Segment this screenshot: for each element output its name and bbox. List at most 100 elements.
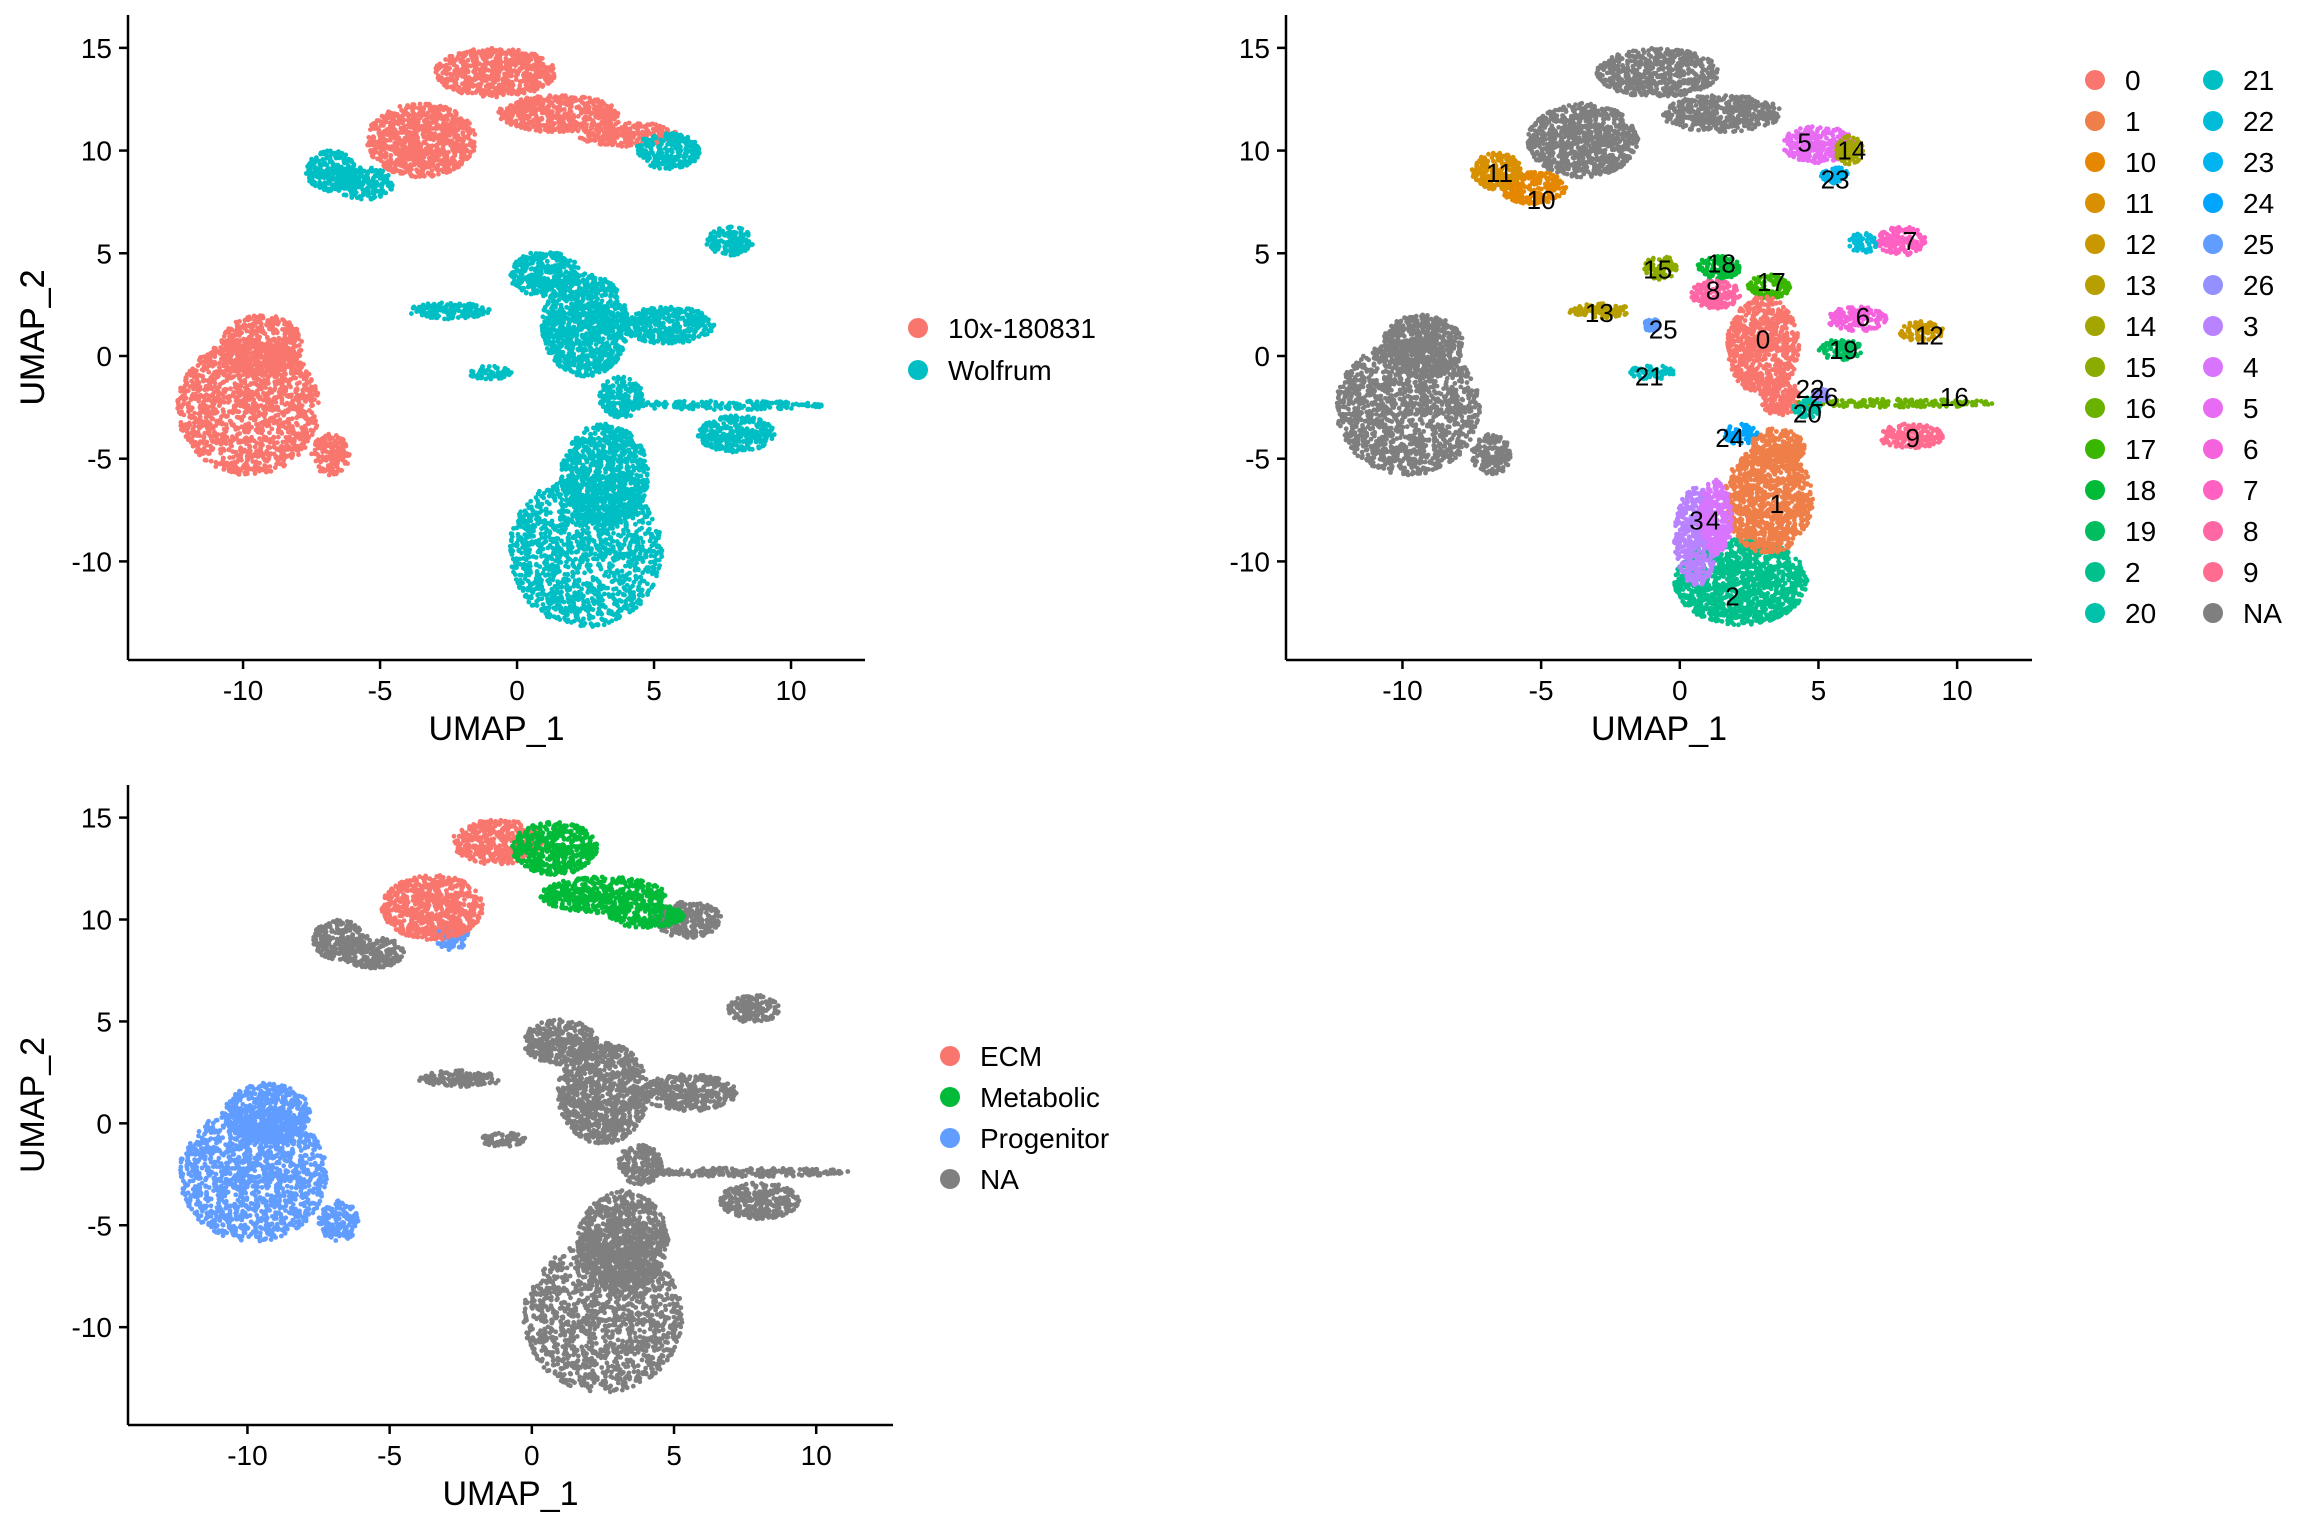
data-point (545, 66, 551, 72)
data-point (284, 364, 289, 370)
data-point (265, 318, 271, 323)
data-point (471, 48, 476, 54)
data-point (534, 55, 540, 61)
data-point (275, 434, 281, 440)
data-point (480, 55, 486, 60)
data-point (301, 413, 307, 419)
data-point (278, 429, 284, 435)
data-point (586, 116, 591, 122)
data-point (367, 183, 373, 189)
data-point (296, 343, 302, 348)
data-point (319, 466, 324, 472)
data-point (230, 350, 235, 355)
data-point (262, 456, 267, 462)
data-point (445, 76, 450, 82)
data-point (303, 376, 308, 382)
data-point (265, 444, 271, 450)
data-point (400, 159, 406, 165)
data-point (443, 105, 449, 110)
data-point (421, 106, 427, 112)
data-point (385, 173, 391, 178)
data-point (519, 64, 525, 70)
data-point (464, 118, 470, 124)
data-point (694, 143, 700, 149)
data-point (436, 73, 441, 79)
data-point (614, 132, 619, 138)
data-point (280, 439, 286, 445)
data-point (547, 79, 552, 85)
data-point (279, 395, 285, 401)
data-point (238, 324, 244, 330)
data-point (676, 154, 682, 160)
data-point (518, 123, 524, 129)
data-point (237, 374, 243, 379)
data-point (205, 397, 210, 403)
data-point (290, 398, 295, 404)
data-point (474, 88, 480, 93)
data-point (469, 90, 475, 96)
data-point (242, 377, 248, 383)
scatter-points (175, 45, 824, 629)
data-point (257, 367, 262, 372)
data-point (237, 357, 242, 363)
data-point (212, 380, 218, 386)
data-point (683, 146, 688, 152)
data-point (226, 394, 231, 400)
data-point (381, 160, 387, 166)
data-point (192, 423, 198, 429)
data-point (333, 154, 338, 160)
data-point (505, 111, 511, 117)
data-point (283, 385, 289, 391)
data-point (386, 161, 392, 167)
data-point (414, 160, 419, 166)
data-point (655, 153, 660, 158)
data-point (254, 440, 260, 446)
data-point (204, 366, 210, 371)
data-point (233, 467, 239, 473)
data-point (228, 386, 233, 392)
data-point (459, 148, 465, 154)
data-point (669, 163, 675, 169)
data-point (254, 414, 260, 419)
data-point (342, 172, 348, 178)
data-point (546, 103, 552, 109)
data-point (427, 136, 433, 142)
data-point (476, 49, 482, 55)
data-point (490, 47, 496, 53)
data-point (500, 79, 506, 84)
data-point (257, 447, 262, 452)
data-point (687, 157, 693, 163)
data-point (250, 354, 256, 360)
data-point (187, 414, 193, 420)
data-point (227, 455, 233, 460)
data-point (436, 171, 441, 177)
data-point (234, 459, 240, 465)
data-point (250, 404, 256, 409)
data-point (643, 136, 649, 142)
data-point (175, 405, 181, 411)
data-point (263, 350, 269, 356)
data-point (659, 128, 665, 133)
data-point (391, 126, 397, 131)
data-point (409, 144, 414, 150)
data-point (245, 354, 250, 359)
data-point (359, 170, 364, 176)
data-point (258, 329, 264, 334)
data-point (396, 158, 401, 164)
data-point (462, 50, 467, 56)
data-point (268, 468, 274, 474)
data-point (188, 397, 194, 402)
data-point (431, 173, 436, 178)
data-point (229, 375, 235, 380)
data-point (399, 129, 405, 135)
data-point (527, 83, 533, 89)
data-point (223, 441, 229, 446)
data-point (391, 169, 397, 175)
data-point (537, 61, 542, 67)
data-point (368, 127, 373, 132)
data-point (653, 162, 659, 168)
data-point (231, 390, 237, 395)
data-point (252, 329, 258, 335)
series-10x-180831 (175, 45, 678, 478)
